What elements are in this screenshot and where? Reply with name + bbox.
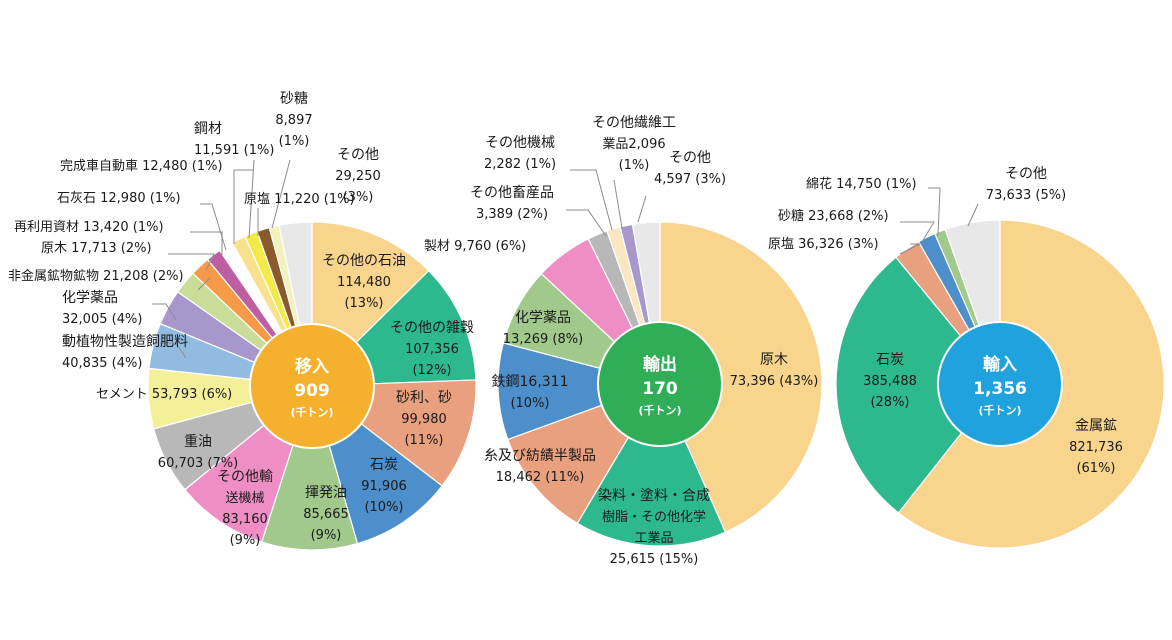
leader-line xyxy=(248,159,255,239)
pie-chart-export: 原木 73,396 (43%) 染料・塗料・合成樹脂・その他化学工業品 25,615 … xyxy=(424,115,823,567)
slice-label: 染料・塗料・合成樹脂・その他化学工業品 25,615 (15%) xyxy=(598,487,710,567)
leader-line xyxy=(190,231,223,256)
slice-label: 再利用資材 13,420 (1%) xyxy=(14,220,164,235)
pie-slice xyxy=(260,383,359,551)
center-unit: (千トン) xyxy=(290,405,333,419)
leader-line xyxy=(233,169,254,244)
center-unit: (千トン) xyxy=(638,403,681,417)
slice-label: その他繊維工業品2,096 (1%) xyxy=(592,115,676,173)
slice-label: 完成車自動車 12,480 (1%) xyxy=(60,159,223,174)
slice-label: その他畜産品 3,389 (2%) xyxy=(470,185,554,222)
center-value: 1,356 xyxy=(973,379,1027,399)
slice-label: 金属鉱 821,736 (61%) xyxy=(1069,417,1123,476)
leader-line xyxy=(899,243,921,255)
slice-label: 砂利、砂 99,980 (11%) xyxy=(396,390,452,448)
leader-line xyxy=(566,209,607,237)
slice-label: 石炭 385,488 (28%) xyxy=(863,352,917,410)
center-value: 170 xyxy=(642,379,678,399)
slice-label: 揮発油 85,665 (9%) xyxy=(303,485,349,543)
slice-label: 石灰石 12,980 (1%) xyxy=(57,191,181,206)
leader-line xyxy=(637,195,647,223)
slice-label: 化学薬品 32,005 (4%) xyxy=(62,290,142,327)
slice-label: 砂糖 23,668 (2%) xyxy=(778,208,889,224)
center-badge xyxy=(597,321,723,447)
center-title: 輸入 xyxy=(983,354,1017,375)
slice-label: セメント 53,793 (6%) xyxy=(96,387,232,402)
leader-line xyxy=(168,253,215,271)
slice-label: 綿花 14,750 (1%) xyxy=(806,176,917,192)
leader-line xyxy=(200,203,227,251)
leader-line xyxy=(570,169,613,231)
leader-line xyxy=(197,277,211,291)
slice-label: 鋼材 11,591 (1%) xyxy=(194,121,274,158)
slice-label: 重油 60,703 (7%) xyxy=(158,434,238,471)
pie-slice xyxy=(659,221,823,533)
pie-slice xyxy=(835,256,1001,514)
slice-label: その他の雑穀 107,356 (12%) xyxy=(390,320,474,378)
slice-label: 石炭 91,906 (10%) xyxy=(361,457,407,515)
leader-line xyxy=(160,342,187,359)
center-title: 移入 xyxy=(295,356,329,377)
leader-line xyxy=(613,179,623,229)
pie-slice xyxy=(497,342,663,441)
slice-label: その他の石油 114,480 (13%) xyxy=(322,253,406,311)
slice-label: 動植物性製造飼肥料 40,835 (4%) xyxy=(62,334,188,371)
slice-label: 原木 73,396 (43%) xyxy=(730,352,819,389)
leader-line xyxy=(271,159,291,229)
pie-chart-import: 金属鉱 821,736 (61%) 石炭 385,488 (28%) 原塩 36,326 (… xyxy=(768,166,1165,549)
slice-label: その他 29,250 (3%) xyxy=(335,147,381,205)
slice-label: その他 73,633 (5%) xyxy=(986,166,1066,203)
center-badge xyxy=(249,323,375,449)
leader-line xyxy=(928,187,941,237)
slice-label: その他機械 2,282 (1%) xyxy=(484,135,556,172)
slice-label: 原塩 36,326 (3%) xyxy=(768,237,879,252)
slice-label: その他輸送機械 83,160 (9%) xyxy=(217,469,273,548)
slice-label: 鉄鋼16,311 (10%) xyxy=(492,374,569,411)
center-value: 909 xyxy=(294,381,330,401)
leader-line xyxy=(900,221,935,243)
slice-label: その他 4,597 (3%) xyxy=(654,150,726,187)
slice-label: 非金属鉱物鉱物 21,208 (2%) xyxy=(8,268,184,284)
slice-label: 糸及び紡績半製品 18,462 (11%) xyxy=(484,448,596,485)
slice-label: 原塩 11,220 (1%) xyxy=(244,192,355,207)
slice-label: 砂糖 8,897 (1%) xyxy=(275,91,312,149)
center-unit: (千トン) xyxy=(978,403,1021,417)
leader-line xyxy=(967,203,979,227)
pie-slice xyxy=(576,382,727,547)
center-badge xyxy=(937,321,1063,447)
slice-label: 原木 17,713 (2%) xyxy=(41,241,152,256)
slice-label: 化学薬品 13,269 (8%) xyxy=(503,310,583,347)
center-title: 輸出 xyxy=(643,354,677,375)
pie-chart-domestic-inbound: その他の石油 114,480 (13%) その他の雑穀 107,356 (12%) 砂利、砂… xyxy=(8,91,477,551)
leader-line xyxy=(152,303,177,321)
slice-label: 製材 9,760 (6%) xyxy=(424,239,526,254)
